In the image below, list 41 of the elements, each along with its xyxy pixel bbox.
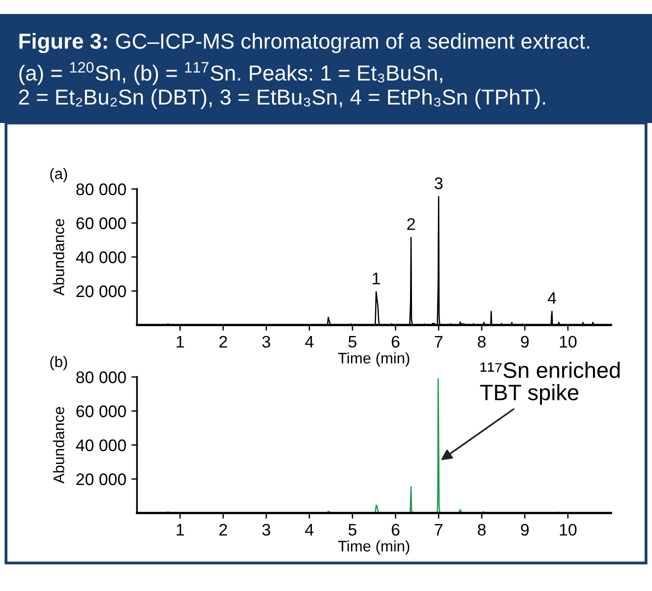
x-tick-label: 3: [262, 524, 270, 536]
annotation: 4: [548, 292, 556, 304]
x-tick-label: 5: [348, 336, 356, 348]
x-tick-label: 7: [434, 524, 442, 536]
x-tick-label: 1: [176, 524, 184, 536]
text: GC–ICP-MS chromatogram of a sediment extract.: [116, 33, 590, 54]
x-tick-label: 10: [560, 524, 577, 536]
x-tick-label: 5: [348, 524, 356, 536]
x-tick-label: 2: [219, 336, 227, 348]
y-axis-title: Abundance: [53, 219, 64, 296]
y-tick-label: 40 000: [76, 439, 126, 452]
x-tick-label: 6: [392, 524, 400, 536]
x-axis-title: Time (min): [338, 352, 410, 367]
annotation: 1: [372, 272, 380, 284]
x-tick-label: 2: [219, 524, 227, 536]
y-axis-title: Abundance: [53, 407, 64, 484]
x-tick-label: 4: [305, 524, 314, 536]
y-tick-label: 20 000: [76, 285, 126, 298]
caption: Figure 3:: [19, 33, 107, 54]
x-tick-label: 4: [305, 336, 314, 348]
x-tick-label: 9: [520, 336, 529, 348]
x-tick-label: 7: [434, 336, 442, 348]
y-tick-label: 60 000: [76, 217, 126, 230]
x-tick-label: 8: [478, 336, 486, 348]
chart-title: (b): [50, 356, 68, 370]
y-tick-label: 20 000: [76, 473, 126, 486]
y-tick-label: 40 000: [76, 251, 126, 264]
x-tick-label: 8: [478, 524, 486, 536]
x-tick-label: 3: [262, 336, 270, 348]
x-tick-label: 1: [176, 336, 184, 348]
y-tick-label: 80 000: [76, 371, 126, 384]
x-tick-label: 10: [560, 336, 577, 348]
x-tick-label: 9: [520, 524, 529, 536]
y-tick-label: 60 000: [76, 405, 126, 418]
x-axis-title: Time (min): [338, 540, 410, 555]
chart-title: (a): [50, 168, 68, 182]
text: (a) = $^{120}$Sn, (b) = $^{117}$Sn. Peaks: 1 = Et₃BuSn, 2 = Et₂Bu₂Sn (DBT), 3 = EtBu₃Sn, 4 = EtPh₃Sn (TPhT).: [19, 62, 546, 109]
y-tick-label: 80 000: [76, 183, 126, 196]
annotation: 3: [434, 177, 443, 190]
x-tick-label: 6: [392, 336, 400, 348]
annotation: 2: [407, 218, 415, 230]
